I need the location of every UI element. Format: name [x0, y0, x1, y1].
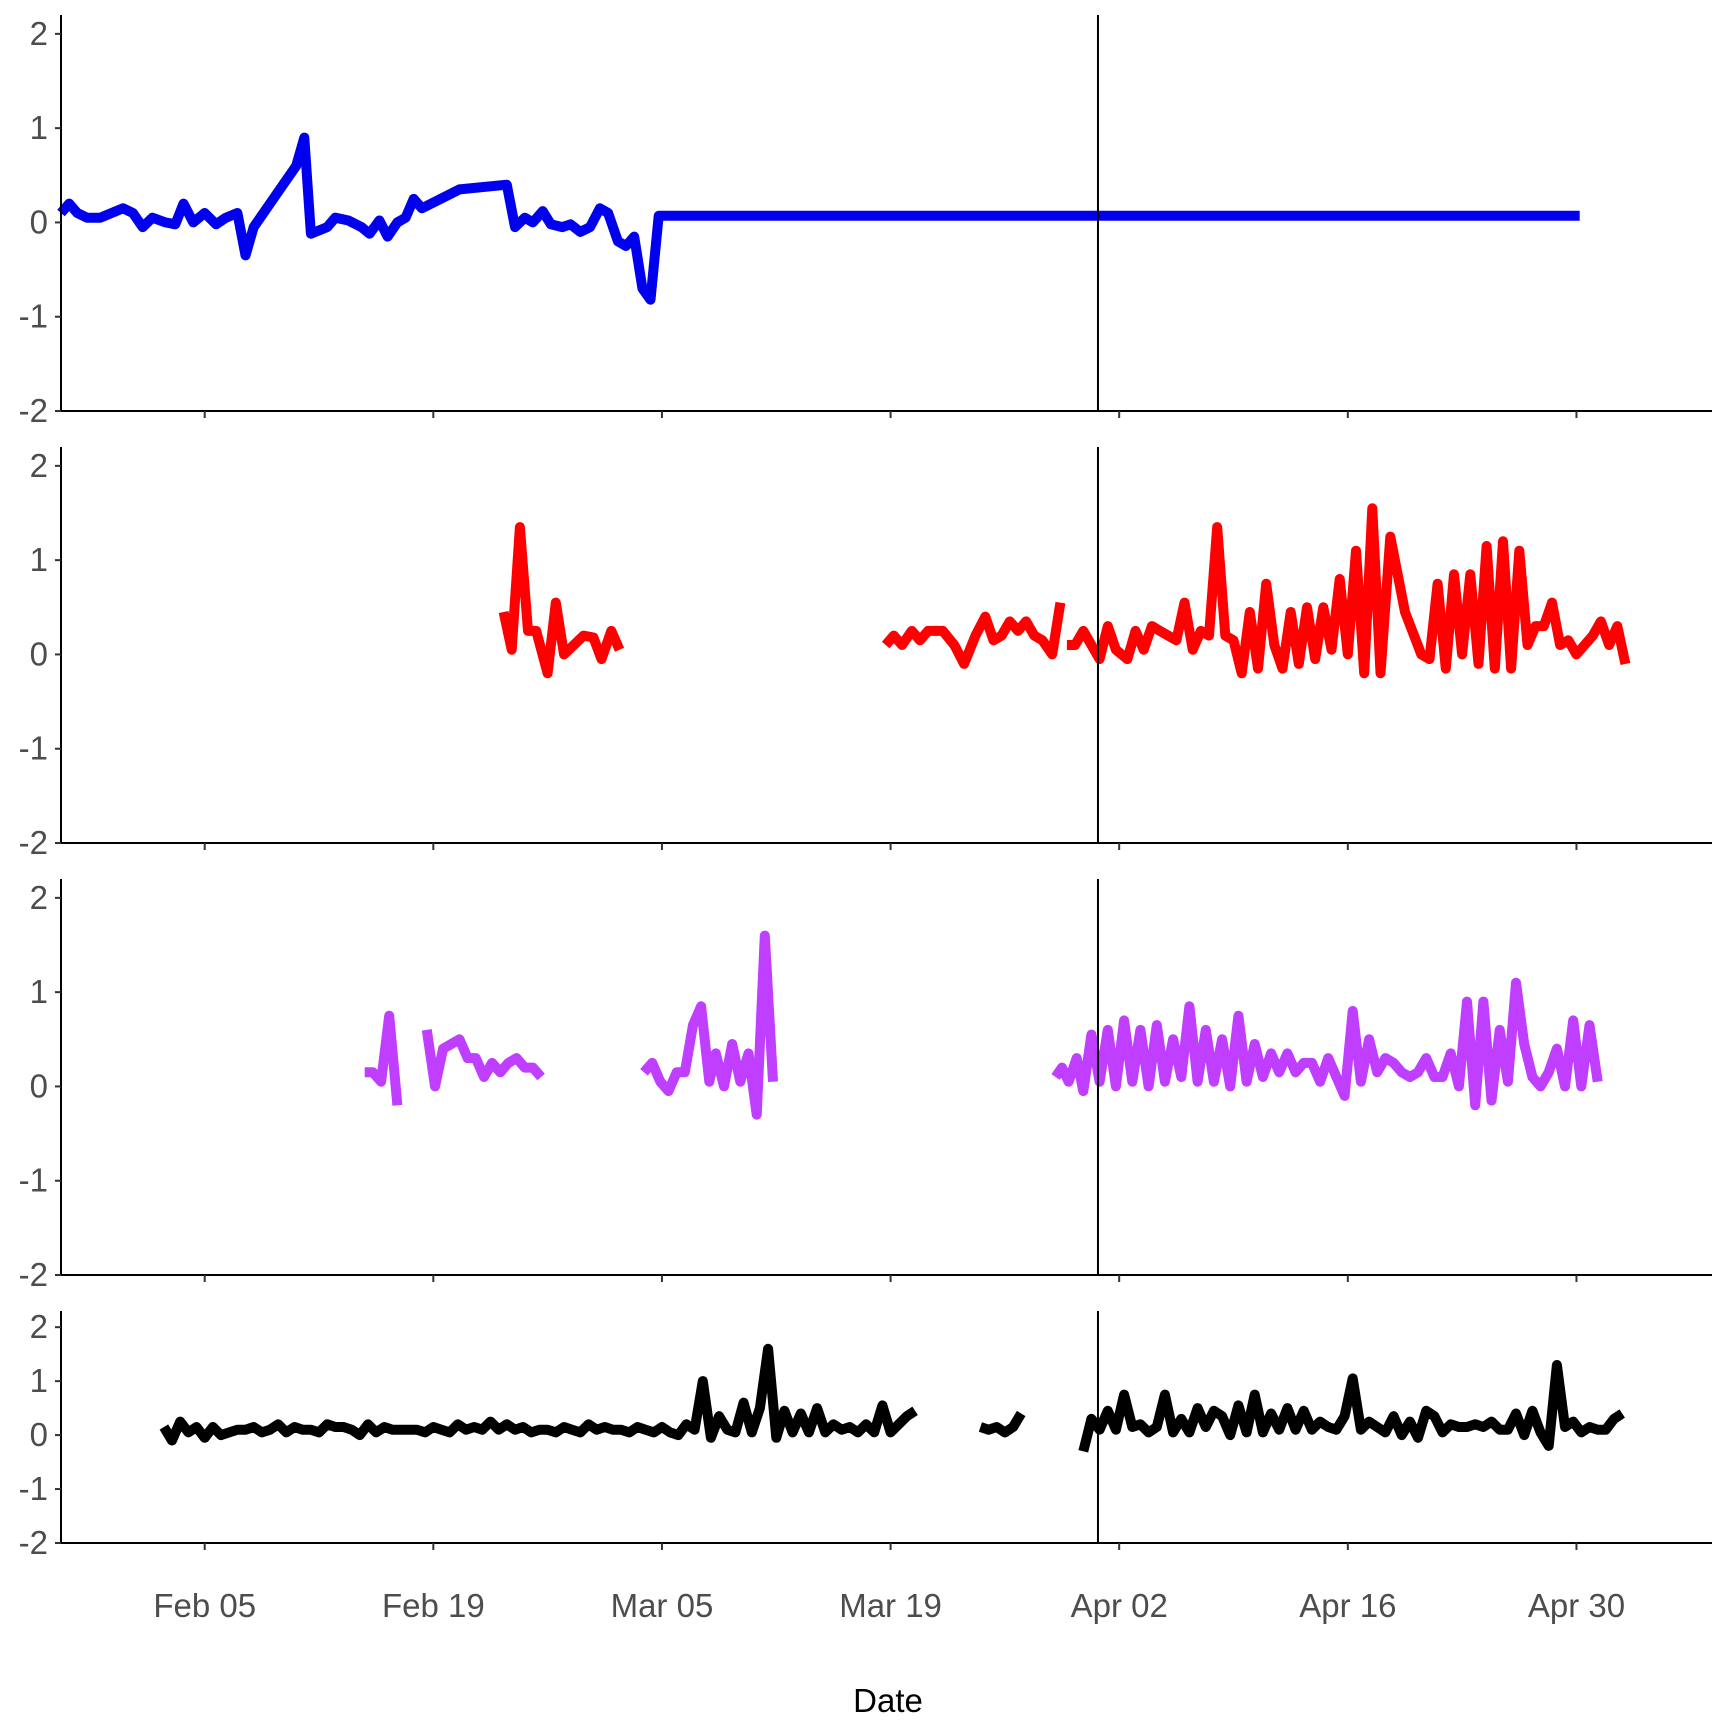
panel-4-y-tick-label: 2 — [30, 1308, 48, 1345]
panel-4-y-tick-label: 0 — [30, 1416, 48, 1453]
panel-3-y-tick-label: 0 — [30, 1067, 48, 1104]
panel-3-y-tick-label: -1 — [19, 1162, 48, 1199]
panel-2: 2 1 0 -1 -2 — [19, 447, 1712, 861]
panel-4-series-segment-1 — [159, 1343, 918, 1446]
x-axis-labels: Feb 05 Feb 19 Mar 05 Mar 19 Apr 02 Apr 16 Apr … — [153, 1587, 1625, 1624]
panel-2-series-segment-3 — [1066, 503, 1631, 679]
panels: 2 1 0 -1 -2 2 1 0 -1 -2 2 1 0 -1 -2 2 1 0 -1 -2 — [19, 15, 1712, 1561]
panel-2-y-tick-label: -2 — [19, 824, 48, 861]
panel-4-y-tick-label: -1 — [19, 1470, 48, 1507]
panel-4-y-tick-label: 1 — [30, 1362, 48, 1399]
panel-4-series-segment-3 — [1078, 1360, 1625, 1453]
panel-1-series-segment-1 — [57, 132, 1580, 305]
x-tick-label: Feb 05 — [153, 1587, 256, 1624]
panel-4-series-segment-2 — [978, 1410, 1026, 1438]
x-tick-label: Apr 30 — [1528, 1587, 1625, 1624]
panel-1-y-tick-label: -1 — [19, 298, 48, 335]
panel-3-y-tick-label: 1 — [30, 973, 48, 1010]
panel-3-series-segment-3 — [640, 930, 778, 1120]
panel-1: 2 1 0 -1 -2 — [19, 15, 1712, 429]
panel-1-y-tick-label: 1 — [30, 109, 48, 146]
panel-2-y-tick-label: -1 — [19, 730, 48, 767]
x-tick-label: Mar 05 — [611, 1587, 714, 1624]
panel-2-series-segment-1 — [498, 522, 625, 679]
panel-3-y-tick-label: -2 — [19, 1256, 48, 1293]
x-tick-label: Mar 19 — [839, 1587, 942, 1624]
x-axis-title: Date — [853, 1682, 923, 1719]
panel-1-y-tick-label: 2 — [30, 15, 48, 52]
x-tick-label: Feb 19 — [382, 1587, 485, 1624]
panel-2-series-segment-2 — [881, 601, 1066, 669]
x-tick-label: Apr 16 — [1299, 1587, 1396, 1624]
panel-2-y-tick-label: 1 — [30, 541, 48, 578]
panel-2-y-tick-label: 0 — [30, 635, 48, 672]
panel-1-y-tick-label: -2 — [19, 392, 48, 429]
panel-3-series-segment-4 — [1051, 977, 1603, 1111]
panel-4-y-tick-label: -2 — [19, 1524, 48, 1561]
panel-3-y-tick-label: 2 — [30, 879, 48, 916]
panel-4: 2 1 0 -1 -2 — [19, 1308, 1712, 1561]
panel-1-y-tick-label: 0 — [30, 203, 48, 240]
panel-3: 2 1 0 -1 -2 — [19, 879, 1712, 1293]
panel-3-series-segment-1 — [364, 1010, 403, 1106]
panel-3-series-segment-2 — [421, 1029, 545, 1092]
x-tick-label: Apr 02 — [1071, 1587, 1168, 1624]
panel-2-y-tick-label: 2 — [30, 447, 48, 484]
